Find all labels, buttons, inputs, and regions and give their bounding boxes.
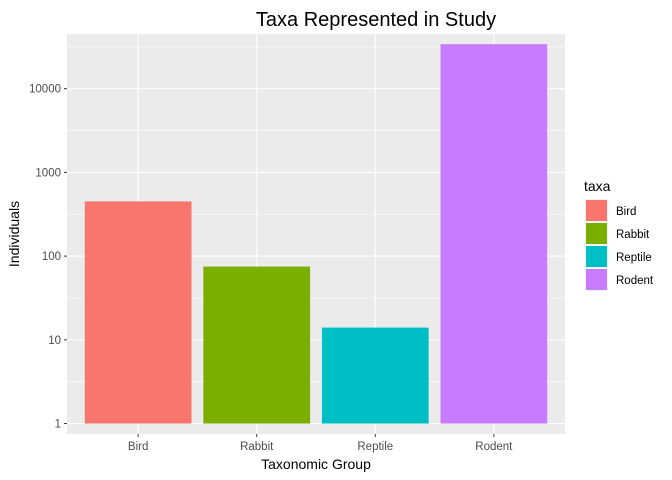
legend-label: Bird [616, 206, 636, 218]
bar-rabbit [203, 266, 311, 424]
legend-label: Reptile [616, 252, 652, 264]
x-tick-label: Reptile [357, 441, 393, 453]
x-axis: Bird Rabbit Reptile Rodent [128, 434, 513, 453]
legend: taxa Bird Rabbit Reptile Rodent [584, 178, 654, 291]
bars [84, 44, 548, 424]
legend-swatch-rabbit [586, 223, 607, 244]
x-tick-label: Rabbit [240, 441, 274, 453]
bar-rodent [440, 44, 548, 424]
y-tick-label: 10 [48, 335, 61, 347]
legend-swatch-reptile [586, 246, 607, 267]
x-axis-title: Taxonomic Group [261, 456, 371, 472]
x-tick-label: Rodent [475, 441, 513, 453]
x-tick-label: Bird [128, 441, 148, 453]
legend-label: Rodent [616, 275, 654, 287]
y-tick-label: 1000 [35, 167, 61, 179]
bar-bird [84, 201, 192, 424]
legend-swatch-bird [586, 200, 607, 221]
y-axis-title: Individuals [6, 201, 22, 267]
bar-reptile [321, 327, 429, 424]
y-tick-label: 1 [55, 419, 61, 431]
legend-swatch-rodent [586, 269, 607, 290]
legend-title: taxa [584, 178, 611, 194]
y-tick-label: 10000 [29, 84, 61, 96]
y-tick-label: 100 [42, 251, 61, 263]
chart-title: Taxa Represented in Study [256, 9, 496, 31]
legend-label: Rabbit [616, 229, 650, 241]
y-axis: 1 10 100 1000 10000 [29, 84, 67, 431]
